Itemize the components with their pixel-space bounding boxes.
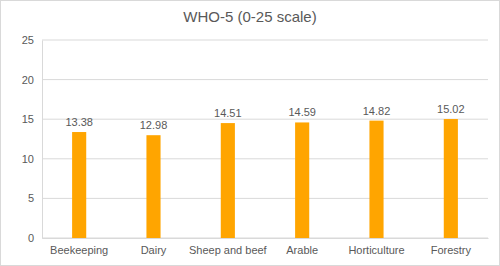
data-label: 14.59 — [288, 106, 316, 118]
y-axis-line — [42, 41, 43, 239]
x-axis-line — [43, 238, 489, 239]
chart: WHO-5 (0-25 scale) 0 5 10 15 20 25 Beekeeping Da… — [0, 0, 500, 266]
x-tick: Forestry — [431, 238, 472, 256]
x-tick-label: Horticulture — [348, 244, 404, 256]
x-axis: Beekeeping Dairy Sheep and beef Arable Horti… — [43, 238, 489, 256]
bar — [295, 122, 309, 238]
x-tick: Beekeeping — [50, 238, 108, 256]
y-tick-label: 15 — [22, 113, 34, 125]
data-labels: 13.38 12.98 14.51 14.59 14.82 15.02 — [65, 103, 464, 131]
bars — [72, 119, 458, 238]
x-tick: Arable — [286, 238, 318, 256]
y-tick: 20 — [22, 74, 42, 86]
y-tick: 5 — [28, 192, 42, 204]
y-tick-label: 25 — [22, 34, 34, 46]
grid-line — [42, 79, 488, 80]
grid-line — [42, 198, 488, 199]
data-label: 14.82 — [363, 105, 391, 117]
bar — [444, 119, 458, 238]
x-tick-label: Sheep and beef — [189, 244, 268, 256]
grid — [42, 40, 488, 238]
grid-line — [42, 158, 488, 159]
data-label: 12.98 — [140, 119, 168, 131]
y-tick: 25 — [22, 34, 42, 46]
x-tick-label: Arable — [286, 244, 318, 256]
bar — [369, 121, 383, 238]
x-tick-label: Beekeeping — [50, 244, 108, 256]
bar — [72, 132, 86, 238]
bar — [221, 123, 235, 238]
x-tick-label: Forestry — [431, 244, 472, 256]
grid-line — [42, 119, 488, 120]
plot: 0 5 10 15 20 25 Beekeeping Dairy Sheep and beef A… — [22, 34, 489, 256]
x-tick-label: Dairy — [141, 244, 167, 256]
title: WHO-5 (0-25 scale) — [183, 8, 316, 25]
y-axis: 0 5 10 15 20 25 — [22, 34, 43, 244]
grid-line — [42, 40, 488, 41]
y-tick: 15 — [22, 113, 42, 125]
x-tick: Horticulture — [348, 238, 404, 256]
data-label: 15.02 — [437, 103, 465, 115]
bar — [146, 135, 160, 238]
y-tick-label: 5 — [28, 192, 34, 204]
data-label: 14.51 — [214, 107, 242, 119]
data-label: 13.38 — [65, 116, 93, 128]
y-tick-label: 10 — [22, 153, 34, 165]
grid-line — [42, 238, 488, 239]
chart-frame — [1, 1, 500, 266]
x-tick: Dairy — [141, 238, 167, 256]
y-tick-label: 20 — [22, 74, 34, 86]
x-tick: Sheep and beef — [189, 238, 268, 256]
y-tick-label: 0 — [28, 232, 34, 244]
y-tick: 0 — [28, 232, 42, 244]
y-tick: 10 — [22, 153, 42, 165]
